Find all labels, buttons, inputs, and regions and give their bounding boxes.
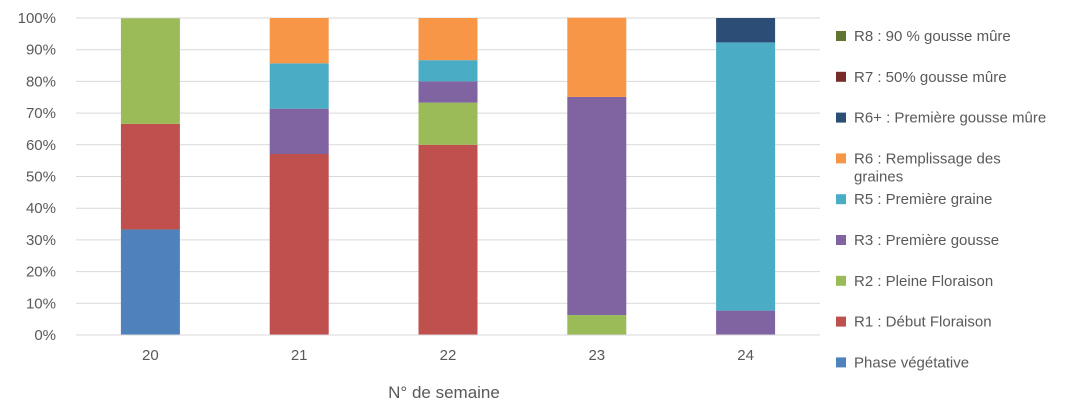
y-tick-label: 40% bbox=[26, 200, 56, 217]
legend-item: R3 : Première gousse bbox=[836, 232, 999, 249]
bar-segment bbox=[567, 17, 627, 97]
legend-swatch bbox=[836, 71, 846, 82]
bar-segment bbox=[567, 315, 627, 335]
y-tick-label: 50% bbox=[26, 169, 56, 186]
y-tick-label: 60% bbox=[26, 137, 56, 154]
x-tick-label: 21 bbox=[291, 347, 308, 364]
bar-segment bbox=[716, 310, 776, 335]
legend-item: R2 : Pleine Floraison bbox=[836, 273, 993, 290]
bar-segment bbox=[567, 96, 627, 316]
y-tick-label: 20% bbox=[26, 264, 56, 281]
x-tick-label: 24 bbox=[737, 347, 754, 364]
legend-item: Phase végétative bbox=[836, 354, 969, 371]
legend-label: R1 : Début Floraison bbox=[854, 314, 992, 331]
bar-segment bbox=[269, 63, 329, 109]
legend-swatch bbox=[836, 112, 846, 123]
bar-segment bbox=[120, 229, 180, 335]
bar-segment bbox=[418, 144, 478, 335]
bar-segment bbox=[120, 18, 180, 124]
x-tick-label: 23 bbox=[588, 347, 605, 364]
legend-label: R8 : 90 % gousse mûre bbox=[854, 28, 1011, 45]
legend-item: R1 : Début Floraison bbox=[836, 314, 992, 331]
bar-segment bbox=[120, 123, 180, 230]
bar-segment bbox=[716, 18, 776, 43]
bar-segment bbox=[269, 153, 329, 335]
y-tick-label: 70% bbox=[26, 105, 56, 122]
legend-label: Phase végétative bbox=[854, 354, 969, 371]
legend-item: R6+ : Première gousse mûre bbox=[836, 110, 1046, 127]
legend-swatch bbox=[836, 235, 846, 245]
y-tick-label: 100% bbox=[18, 10, 56, 27]
legend-label: R6+ : Première gousse mûre bbox=[854, 110, 1046, 127]
y-tick-label: 30% bbox=[26, 232, 56, 249]
bar-segment bbox=[269, 108, 329, 154]
y-tick-label: 0% bbox=[34, 327, 56, 344]
legend-item: R7 : 50% gousse mûre bbox=[836, 69, 1007, 86]
legend-label: R5 : Première graine bbox=[854, 191, 992, 208]
y-tick-label: 10% bbox=[26, 295, 56, 312]
legend-item: R5 : Première graine bbox=[836, 191, 992, 208]
legend-swatch bbox=[836, 31, 846, 41]
legend-swatch bbox=[836, 357, 846, 368]
bar-segment bbox=[716, 42, 776, 311]
legend-swatch bbox=[836, 275, 846, 286]
legend-label: R7 : 50% gousse mûre bbox=[854, 69, 1007, 86]
y-tick-label: 90% bbox=[26, 42, 56, 59]
x-axis-title: N° de semaine bbox=[388, 383, 500, 402]
legend-label: graines bbox=[854, 168, 903, 185]
bar-segment bbox=[418, 60, 478, 82]
bar-segment bbox=[418, 102, 478, 145]
legend-swatch bbox=[836, 316, 846, 327]
bar-segment bbox=[269, 18, 329, 64]
axes: 0% 10% 20% 30% 40% 50% 60% 70% 80% 90% 100% 20 21 22 2… bbox=[18, 10, 820, 364]
bar-segment bbox=[418, 81, 478, 103]
legend-swatch bbox=[836, 194, 846, 205]
legend-label: R2 : Pleine Floraison bbox=[854, 273, 993, 290]
legend: R8 : 90 % gousse mûre R7 : 50% gousse mûr… bbox=[836, 28, 1046, 371]
bar-segment bbox=[418, 18, 478, 61]
legend-swatch bbox=[836, 153, 846, 164]
x-tick-label: 20 bbox=[142, 347, 159, 364]
bars bbox=[120, 17, 776, 335]
legend-item: R8 : 90 % gousse mûre bbox=[836, 28, 1011, 45]
legend-label: R3 : Première gousse bbox=[854, 232, 999, 249]
x-tick-label: 22 bbox=[440, 347, 457, 364]
legend-label: R6 : Remplissage des bbox=[854, 150, 1001, 167]
y-tick-label: 80% bbox=[26, 73, 56, 90]
